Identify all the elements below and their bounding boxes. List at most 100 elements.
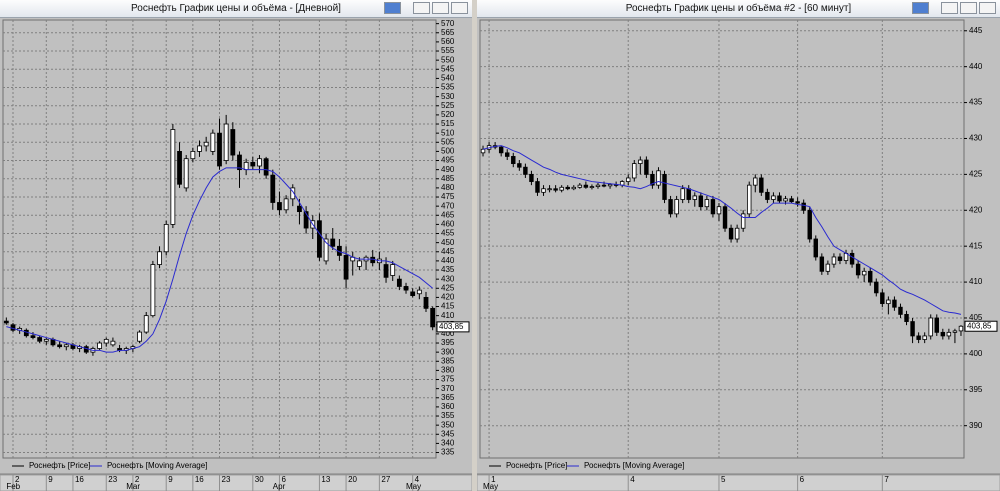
candle-body: [922, 335, 927, 340]
month-label: May: [406, 482, 421, 491]
candle-body: [23, 329, 29, 337]
candle-body: [668, 199, 673, 215]
y-tick-label: 345: [441, 429, 455, 438]
x-tick-label: 16: [195, 475, 204, 484]
candle-body: [607, 184, 613, 187]
y-tick-label: 515: [441, 119, 455, 128]
x-tick-label: 5: [721, 475, 726, 484]
candle-body: [777, 195, 782, 202]
y-tick-label: 535: [441, 83, 455, 92]
candle-body: [270, 174, 276, 203]
candle-body: [734, 227, 740, 240]
candle-body: [547, 188, 552, 191]
candle-body: [722, 206, 728, 229]
pin-button[interactable]: [384, 2, 401, 14]
candle-body: [898, 306, 903, 315]
candle-body: [150, 264, 156, 317]
y-tick-label: 460: [441, 220, 455, 229]
candle-body: [356, 260, 362, 267]
x-tick-label: 1: [491, 475, 496, 484]
y-tick-label: 390: [969, 421, 983, 430]
maximize-button[interactable]: [432, 2, 449, 14]
y-tick-label: 475: [441, 192, 455, 201]
y-tick-label: 435: [441, 265, 455, 274]
candle-body: [403, 286, 409, 291]
legend-label: Роснефть [Price]: [29, 461, 90, 470]
y-tick-label: 465: [441, 210, 455, 219]
last-price-label: 403,85: [439, 322, 464, 331]
y-tick-label: 360: [441, 402, 455, 411]
candle-body: [886, 299, 891, 305]
candle-body: [157, 251, 162, 265]
y-tick-label: 340: [441, 439, 455, 448]
y-tick-label: 560: [441, 37, 455, 46]
x-tick-label: 2: [15, 475, 20, 484]
close-button[interactable]: [451, 2, 468, 14]
y-tick-label: 390: [441, 347, 455, 356]
candle-body: [197, 145, 202, 152]
candle-body: [644, 159, 649, 175]
candle-body: [819, 256, 825, 272]
candle-body: [190, 150, 196, 160]
chart-window: Роснефть График цены и объёма - [Дневной…: [0, 0, 472, 491]
y-tick-label: 445: [441, 247, 455, 256]
x-tick-label: 4: [630, 475, 635, 484]
candle-body: [523, 166, 528, 175]
y-tick-label: 395: [969, 385, 983, 394]
candle-body: [765, 191, 770, 200]
close-button[interactable]: [979, 2, 996, 14]
chart-window: Роснефть График цены и объёма #2 - [60 м…: [477, 0, 1000, 491]
minimize-button[interactable]: [941, 2, 958, 14]
candle-body: [698, 195, 704, 208]
x-tick-label: 13: [321, 475, 330, 484]
candle-body: [498, 146, 504, 154]
x-tick-label: 23: [222, 475, 231, 484]
title-bar: Роснефть График цены и объёма #2 - [60 м…: [477, 0, 1000, 18]
candle-body: [565, 186, 570, 190]
y-tick-label: 355: [441, 411, 455, 420]
candle-body: [383, 264, 389, 278]
y-tick-label: 380: [441, 366, 455, 375]
candle-body: [63, 344, 69, 348]
candle-body: [330, 238, 336, 247]
candle-body: [728, 227, 734, 240]
y-tick-label: 480: [441, 183, 455, 192]
pin-button[interactable]: [912, 2, 929, 14]
candle-body: [529, 173, 534, 182]
y-tick-label: 405: [969, 313, 983, 322]
candle-body: [317, 220, 322, 258]
x-tick-label: 9: [48, 475, 53, 484]
y-tick-label: 420: [441, 293, 455, 302]
candle-body: [283, 198, 289, 211]
candle-body: [892, 299, 897, 308]
candle-body: [946, 331, 952, 337]
y-tick-label: 545: [441, 64, 455, 73]
candle-body: [143, 315, 149, 333]
window-buttons: [912, 2, 996, 14]
last-price-box: [436, 321, 470, 333]
candle-body: [170, 129, 176, 225]
candle-body: [595, 184, 601, 187]
x-tick-label: 23: [108, 475, 117, 484]
chart: 3353403453503553603653703753803853903954…: [0, 19, 472, 491]
candle-body: [257, 158, 262, 167]
candle-body: [904, 313, 909, 322]
candle-body: [137, 331, 142, 342]
candle-body: [423, 296, 429, 309]
minimize-button[interactable]: [413, 2, 430, 14]
candle-body: [83, 346, 89, 353]
candle-body: [680, 188, 685, 200]
x-tick-label: 9: [168, 475, 173, 484]
candle-body: [801, 202, 806, 211]
month-label: May: [483, 482, 498, 491]
candle-body: [650, 173, 655, 186]
maximize-button[interactable]: [960, 2, 977, 14]
y-tick-label: 540: [441, 74, 455, 83]
x-tick-label: 2: [135, 475, 140, 484]
candle-body: [783, 198, 788, 202]
last-price-box: [964, 320, 998, 332]
moving-average-line: [6, 167, 433, 353]
y-tick-label: 440: [441, 256, 455, 265]
y-tick-label: 555: [441, 46, 455, 55]
y-tick-label: 485: [441, 174, 455, 183]
